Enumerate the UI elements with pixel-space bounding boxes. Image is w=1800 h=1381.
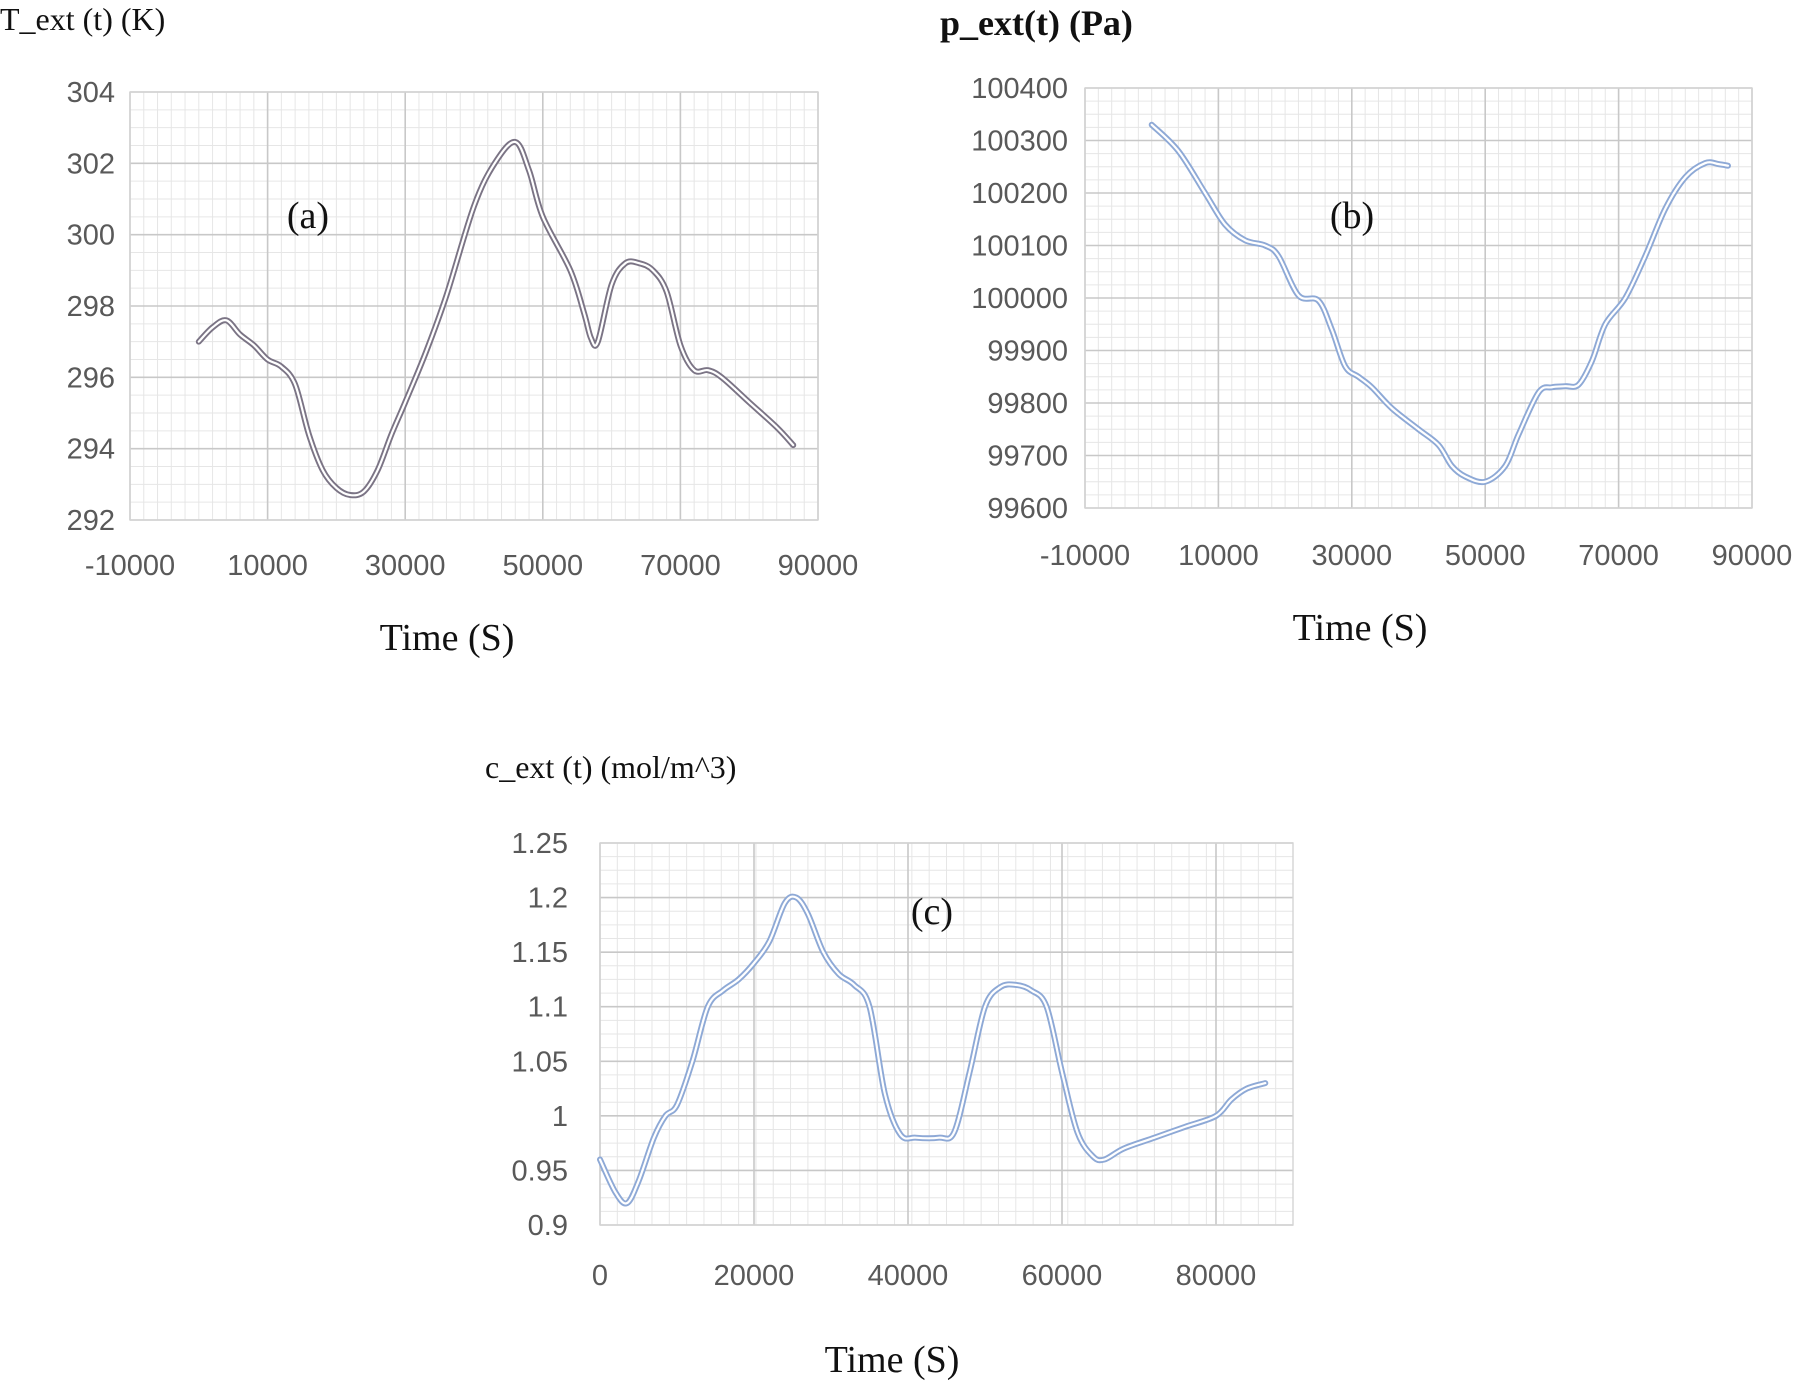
chart-a-x-axis-label: Time (S): [380, 617, 515, 659]
y-tick-label: 100300: [971, 126, 1068, 158]
y-tick-label: 296: [67, 362, 115, 394]
y-tick-label: 1.05: [512, 1046, 568, 1078]
y-tick-label: 100200: [971, 178, 1068, 210]
y-tick-label: 1.25: [512, 828, 568, 860]
x-tick-label: 50000: [502, 550, 583, 582]
y-tick-label: 302: [67, 148, 115, 180]
y-tick-label: 1: [552, 1101, 568, 1133]
chart-c-panel-label: (c): [911, 891, 953, 933]
y-tick-label: 298: [67, 291, 115, 323]
y-tick-label: 294: [67, 434, 115, 466]
chart-b-panel-label: (b): [1330, 195, 1374, 237]
x-tick-label: 0: [592, 1260, 608, 1292]
chart-b-x-axis-label: Time (S): [1293, 607, 1428, 649]
panel-c-concentration-chart: 0 20000 40000 60000 80000 0.9 0.95 1 1.05 1.1 1.15…: [485, 749, 1294, 1381]
x-tick-label: 90000: [778, 550, 859, 582]
x-tick-label: 10000: [227, 550, 308, 582]
x-tick-label: 10000: [1178, 540, 1259, 572]
chart-b-series-line: [1148, 121, 1731, 486]
chart-a-gridlines: [129, 91, 819, 521]
x-tick-label: 70000: [1578, 540, 1659, 572]
y-tick-label: 292: [67, 505, 115, 537]
y-tick-label: 99800: [987, 388, 1068, 420]
y-tick-label: 1.1: [528, 992, 568, 1024]
panel-b-pressure-chart: -10000 10000 30000 50000 70000 90000 99600 9970…: [940, 3, 1792, 649]
plot-area-frame: [1084, 87, 1753, 509]
chart-c-gridlines: [599, 842, 1294, 1226]
x-tick-label: 30000: [1311, 540, 1392, 572]
chart-c-series-line: [597, 893, 1269, 1207]
chart-b-gridlines: [1084, 87, 1753, 509]
x-tick-label: -10000: [1040, 540, 1130, 572]
plot-area-frame: [129, 91, 819, 521]
x-tick-label: -10000: [85, 550, 175, 582]
x-tick-label: 30000: [365, 550, 446, 582]
y-tick-label: 1.15: [512, 937, 568, 969]
chart-c-x-axis-label: Time (S): [825, 1339, 960, 1381]
chart-b-title: p_ext(t) (Pa): [940, 3, 1133, 43]
y-tick-label: 100000: [971, 283, 1068, 315]
x-tick-label: 80000: [1176, 1260, 1257, 1292]
y-tick-label: 0.95: [512, 1155, 568, 1187]
chart-a-title: T_ext (t) (K): [0, 1, 165, 37]
x-tick-label: 90000: [1712, 540, 1793, 572]
x-tick-label: 50000: [1445, 540, 1526, 572]
plot-area-frame: [599, 842, 1294, 1226]
x-tick-label: 40000: [868, 1260, 949, 1292]
x-tick-label: 70000: [640, 550, 721, 582]
chart-c-series-line-inner: [598, 895, 1267, 1205]
y-tick-label: 304: [67, 77, 115, 109]
chart-a-panel-label: (a): [287, 195, 329, 237]
x-tick-label: 20000: [714, 1260, 795, 1292]
y-tick-label: 300: [67, 220, 115, 252]
chart-c-title: c_ext (t) (mol/m^3): [485, 749, 736, 785]
y-tick-label: 100100: [971, 231, 1068, 263]
chart-b-series-line-inner: [1150, 123, 1730, 484]
y-tick-label: 99600: [987, 493, 1068, 525]
y-tick-label: 99900: [987, 336, 1068, 368]
panel-a-temperature-chart: -10000 10000 30000 50000 70000 90000 292 294 296…: [0, 1, 858, 659]
chart-a-series-line-inner: [197, 140, 795, 497]
x-tick-label: 60000: [1022, 1260, 1103, 1292]
y-tick-label: 100400: [971, 73, 1068, 105]
y-tick-label: 99700: [987, 441, 1068, 473]
y-tick-label: 0.9: [528, 1210, 568, 1242]
y-tick-label: 1.2: [528, 883, 568, 915]
